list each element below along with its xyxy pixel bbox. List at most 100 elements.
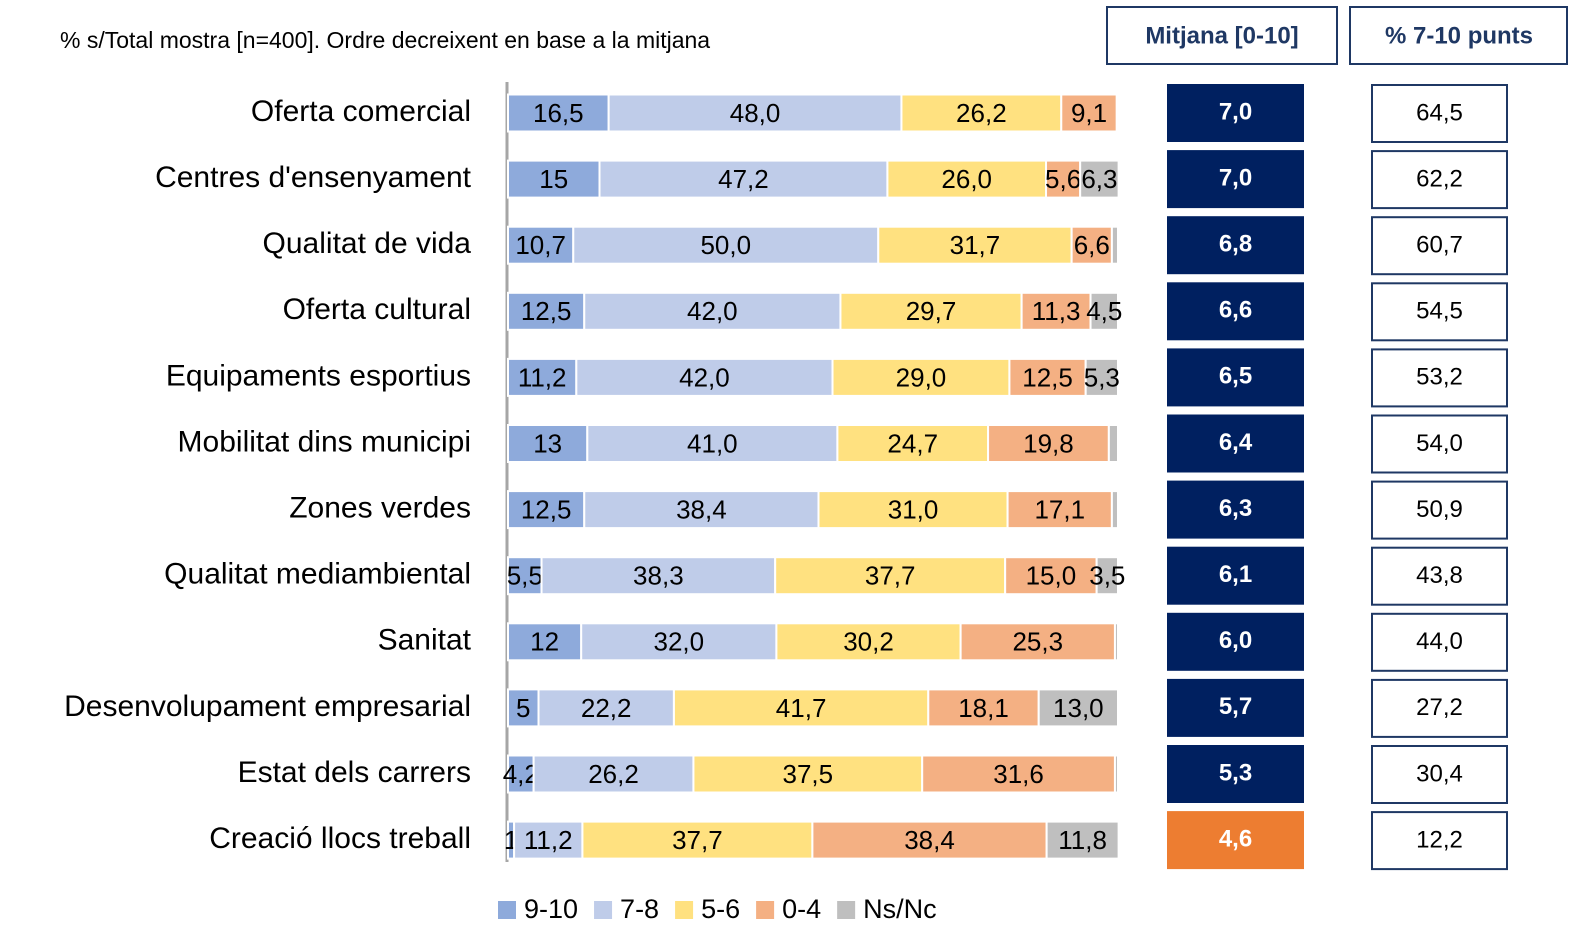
bar-segment — [886, 159, 1048, 199]
bar-segment — [580, 622, 778, 662]
data-label: 38,3 — [633, 561, 684, 591]
category-label: Qualitat mediambiental — [164, 558, 471, 591]
punts-label: 30,4 — [1416, 760, 1463, 787]
bar-segment — [692, 754, 924, 794]
data-label: 5,3 — [1084, 362, 1120, 392]
data-label: 48,0 — [730, 98, 781, 128]
mitjana-cell — [1167, 414, 1304, 473]
data-label: 26,2 — [956, 98, 1007, 128]
punts-cell — [1371, 546, 1508, 606]
punts-label: 53,2 — [1416, 364, 1463, 391]
mitjana-cell — [1167, 282, 1304, 341]
category-label: Sanitat — [378, 624, 472, 657]
mitjana-label: 6,5 — [1219, 363, 1252, 390]
punts-cell — [1371, 414, 1508, 474]
bar-segment — [583, 291, 842, 331]
data-label: 41,7 — [776, 693, 827, 723]
bar-segment — [927, 688, 1040, 728]
data-label: 15,0 — [1026, 561, 1077, 591]
data-label: 16,5 — [533, 98, 584, 128]
punts-label: 60,7 — [1416, 232, 1463, 259]
data-label: 5 — [516, 693, 530, 723]
punts-label: 54,0 — [1416, 430, 1463, 457]
bar-segment — [537, 688, 675, 728]
bar-segment — [1008, 357, 1087, 397]
data-label: 13,0 — [1053, 693, 1104, 723]
legend-label: 0-4 — [782, 894, 821, 924]
mitjana-cell — [1167, 745, 1304, 803]
mitjana-label: 4,6 — [1219, 825, 1252, 852]
bar-segment — [1115, 93, 1120, 133]
mitjana-cell — [1167, 811, 1304, 870]
data-label: 47,2 — [718, 164, 769, 194]
mitjana-label: 6,1 — [1219, 561, 1252, 588]
mitjana-cell — [1167, 348, 1304, 407]
bar-segment — [583, 490, 820, 530]
data-label: 10,7 — [515, 230, 566, 260]
punts-cell — [1371, 745, 1508, 804]
punts-header-box — [1349, 6, 1568, 65]
bar-segment — [811, 820, 1048, 860]
punts-label: 43,8 — [1416, 562, 1463, 589]
data-label: 26,2 — [588, 759, 639, 789]
data-label: 32,0 — [653, 627, 704, 657]
bar-segment — [774, 556, 1007, 596]
data-label: 37,7 — [865, 561, 916, 591]
bar-segment — [1037, 688, 1119, 728]
punts-label: 27,2 — [1416, 694, 1463, 721]
bar-segment — [775, 622, 962, 662]
data-label: 18,1 — [958, 693, 1009, 723]
data-label: 11,2 — [518, 362, 567, 392]
data-label: 42,0 — [687, 296, 738, 326]
punts-label: 64,5 — [1416, 99, 1463, 126]
legend-swatch — [756, 901, 775, 919]
bar-segment — [507, 754, 535, 794]
data-label: 25,3 — [1012, 627, 1063, 657]
punts-label: 44,0 — [1416, 628, 1463, 655]
bar-segment — [1045, 820, 1120, 860]
data-label: 6,3 — [1081, 164, 1117, 194]
punts-label: 50,9 — [1416, 496, 1463, 523]
data-label: 42,0 — [679, 362, 730, 392]
category-label: Estat dels carrers — [238, 756, 471, 789]
punts-cell — [1371, 216, 1508, 276]
category-label: Zones verdes — [289, 492, 471, 525]
bar-segment — [540, 556, 777, 596]
mitjana-label: 7,0 — [1219, 98, 1252, 125]
mitjana-label: 6,8 — [1219, 231, 1252, 258]
legend-swatch — [675, 901, 694, 919]
bar-segment — [877, 225, 1073, 265]
subtitle: % s/Total mostra [n=400]. Ordre decreixe… — [60, 27, 710, 53]
bar-segment — [507, 622, 583, 662]
punts-cell — [1371, 811, 1508, 871]
mitjana-cell — [1167, 84, 1304, 142]
data-label: 22,2 — [581, 693, 632, 723]
data-label: 12,5 — [1022, 362, 1073, 392]
data-label: 17,1 — [1034, 494, 1085, 524]
bar-segment — [1045, 159, 1082, 199]
category-label: Creació llocs treball — [209, 822, 471, 855]
mitjana-cell — [1167, 612, 1304, 671]
punts-label: 12,2 — [1416, 826, 1463, 853]
bar-segment — [1110, 490, 1120, 530]
data-label: 11,3 — [1032, 296, 1081, 326]
mitjana-cell — [1167, 480, 1304, 539]
data-label: 38,4 — [676, 494, 727, 524]
data-label: 4,5 — [1086, 296, 1122, 326]
bar-segment — [1107, 424, 1119, 463]
bar-segment — [1113, 622, 1119, 662]
bar-segment — [839, 291, 1023, 331]
category-label: Oferta comercial — [251, 95, 471, 128]
legend-swatch — [837, 901, 856, 919]
data-label: 19,8 — [1023, 428, 1074, 458]
data-label: 31,6 — [993, 759, 1044, 789]
bar-segment — [1079, 159, 1120, 199]
data-label: 11,8 — [1058, 825, 1107, 855]
punts-cell — [1371, 282, 1508, 342]
bar-segment — [507, 93, 610, 133]
data-label: 29,0 — [896, 362, 947, 392]
data-label: 5,6 — [1045, 164, 1081, 194]
data-label: 3,5 — [1089, 561, 1125, 591]
legend-label: 9-10 — [524, 894, 578, 924]
punts-cell — [1371, 150, 1508, 210]
